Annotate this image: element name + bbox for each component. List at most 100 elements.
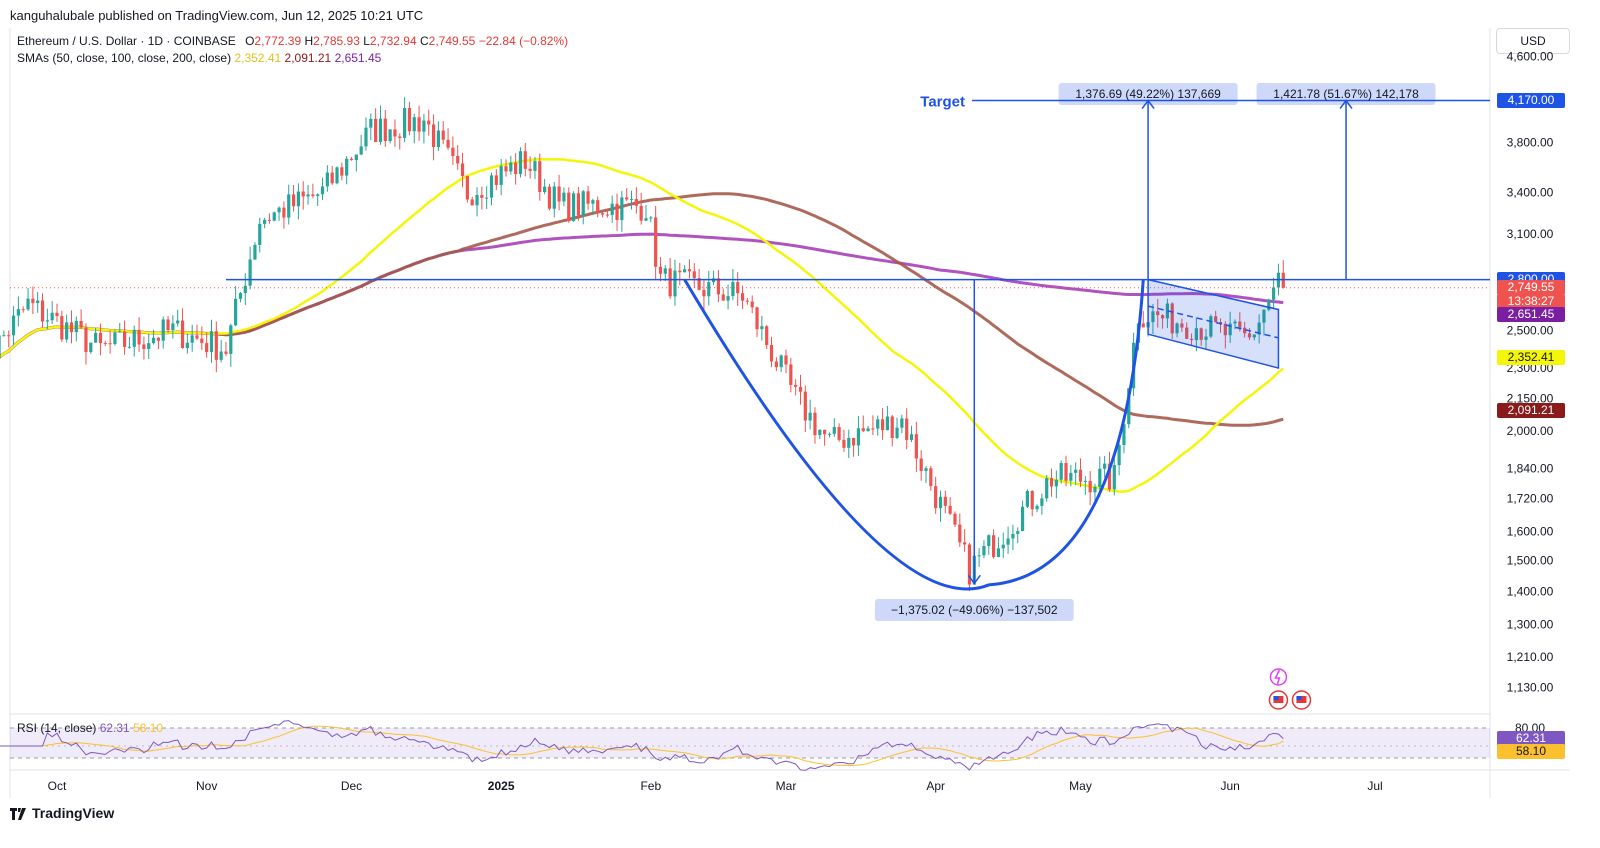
sma50-line <box>0 157 1285 493</box>
candle-body <box>306 194 310 197</box>
candle-body <box>1233 321 1237 324</box>
candle-body <box>262 219 267 224</box>
candle-body <box>98 332 103 344</box>
time-tick-label: Dec <box>341 779 362 793</box>
candle-body <box>369 118 373 128</box>
candle-body <box>528 168 532 171</box>
candle-body <box>813 412 817 436</box>
candle-body <box>567 192 571 222</box>
candle-body <box>31 298 35 304</box>
candle-body <box>1040 498 1044 506</box>
currency-selector[interactable]: USD <box>1496 28 1570 54</box>
rsi-axis-tag: 62.31 <box>1497 731 1565 747</box>
price-tick-label: 3,100.00 <box>1507 227 1554 241</box>
candle-body <box>557 186 561 202</box>
candle-body <box>151 337 156 344</box>
candle-body <box>731 282 735 297</box>
measure-up1-arrow-head <box>1141 99 1155 109</box>
candle-body <box>668 268 672 297</box>
cup-curve <box>683 278 1145 591</box>
candle-body <box>977 555 981 557</box>
candle-body <box>475 195 479 206</box>
candle-body <box>876 419 880 429</box>
candle-body <box>456 156 460 164</box>
candle-body <box>591 200 595 204</box>
price-axis-tag: 4,170.00 <box>1497 93 1565 109</box>
candle-body <box>856 428 861 446</box>
candle-body <box>687 269 692 272</box>
candle-body <box>2 335 6 337</box>
sma100-line <box>0 192 1284 427</box>
candle-body <box>615 203 619 221</box>
time-tick-label: Apr <box>926 779 945 793</box>
candle-body <box>552 186 556 209</box>
us-flag-stripes <box>1273 696 1284 703</box>
candle-body <box>11 315 16 336</box>
candle-body <box>340 167 344 176</box>
candle-body <box>296 191 300 207</box>
candle-body <box>842 439 846 448</box>
candle-body <box>74 320 78 333</box>
price-axis-tag: 2,651.45 <box>1497 307 1565 323</box>
candle-body <box>958 524 962 543</box>
candle-body <box>485 197 489 199</box>
candle-body <box>470 199 474 206</box>
candle-body <box>1281 272 1285 288</box>
candle-body <box>311 194 315 197</box>
candle-body <box>914 434 918 459</box>
candle-body <box>905 418 909 440</box>
candle-body <box>412 117 416 132</box>
candle-body <box>769 344 774 362</box>
time-tick-label: Jul <box>1367 779 1382 793</box>
candles <box>0 97 1285 592</box>
candle-body <box>79 320 83 328</box>
candle-body <box>200 338 204 344</box>
candle-body <box>736 282 740 294</box>
candle-body <box>1218 322 1223 324</box>
candle-body <box>654 217 658 267</box>
high-value: 2,785.93 <box>313 34 360 48</box>
candle-body <box>354 154 358 161</box>
price-tick-label: 1,500.00 <box>1507 553 1554 567</box>
price-axis-tag: 13:38:27 <box>1497 293 1565 309</box>
candle-body <box>403 108 407 138</box>
candle-body <box>253 244 257 260</box>
candle-body <box>673 270 677 297</box>
candle-body <box>1185 327 1189 339</box>
price-tick-label: 1,720.00 <box>1507 492 1554 506</box>
candle-body <box>639 205 643 221</box>
rsi-ma-value: 58.10 <box>133 721 164 735</box>
candle-body <box>1189 338 1194 341</box>
candle-body <box>45 320 49 322</box>
price-tick-label: 1,600.00 <box>1507 524 1554 538</box>
tradingview-logo-icon <box>10 808 26 821</box>
candle-body <box>943 496 947 506</box>
candle-body <box>1069 472 1073 481</box>
candle-body <box>238 293 243 299</box>
tradingview-logo[interactable]: TradingView <box>10 805 114 821</box>
candle-body <box>234 298 238 326</box>
candle-body <box>40 300 45 322</box>
candle-body <box>798 386 803 392</box>
sma100-value: 2,091.21 <box>284 51 332 65</box>
candle-body <box>658 266 663 274</box>
candle-body <box>451 147 455 157</box>
rsi-legend-label[interactable]: RSI (14, close) <box>17 721 97 735</box>
candle-body <box>431 124 436 148</box>
symbol-title[interactable]: Ethereum / U.S. Dollar · 1D · COINBASE <box>17 34 236 48</box>
measure-down-label-box <box>874 599 1074 621</box>
candle-body <box>948 505 952 514</box>
measure-up2-label-box <box>1256 83 1436 105</box>
us-flag-canton <box>1273 696 1279 700</box>
target-label: Target <box>920 94 965 111</box>
candle-body <box>214 331 218 360</box>
candle-body <box>1016 531 1020 534</box>
candle-body <box>514 162 518 175</box>
sma-legend-label[interactable]: SMAs (50, close, 100, close, 200, close) <box>17 51 232 65</box>
low-value: 2,732.94 <box>369 34 417 48</box>
candle-body <box>934 486 938 509</box>
candle-body <box>1098 468 1102 487</box>
candle-body <box>190 335 194 343</box>
